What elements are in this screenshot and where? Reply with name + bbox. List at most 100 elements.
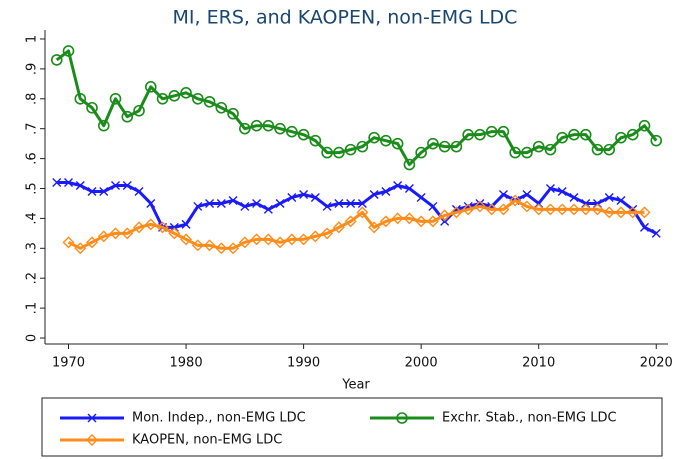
- data-point: [509, 194, 522, 207]
- data-point: [332, 221, 345, 234]
- data-point: [86, 101, 98, 114]
- legend-label: Mon. Indep., non-EMG LDC: [132, 411, 306, 426]
- data-point: [485, 125, 498, 138]
- y-tick-label: .7: [25, 122, 40, 134]
- data-point: [604, 192, 614, 202]
- data-point: [545, 184, 555, 193]
- legend-label: Exchr. Stab., non-EMG LDC: [442, 411, 617, 426]
- y-tick-label: .2: [25, 272, 40, 284]
- data-point: [203, 95, 216, 108]
- data-point: [391, 137, 404, 150]
- data-point: [615, 131, 627, 144]
- data-point: [64, 178, 74, 188]
- data-point: [497, 125, 510, 138]
- series-line: [55, 49, 658, 167]
- data-point: [426, 215, 439, 228]
- data-point: [86, 236, 99, 249]
- data-point: [344, 215, 357, 228]
- data-point: [297, 128, 310, 141]
- data-point: [274, 122, 286, 135]
- legend-box: [41, 397, 663, 457]
- data-point: [380, 134, 392, 147]
- data-point: [591, 143, 604, 156]
- data-point: [393, 181, 403, 190]
- x-tick-label: 2000: [405, 356, 438, 371]
- data-point: [203, 239, 216, 252]
- data-point: [379, 215, 392, 228]
- data-point: [144, 218, 157, 231]
- data-point: [262, 119, 275, 132]
- data-point: [651, 228, 661, 238]
- data-point: [309, 134, 322, 147]
- data-point: [567, 203, 580, 216]
- data-point: [87, 186, 97, 196]
- data-point: [638, 119, 651, 132]
- data-point: [616, 195, 626, 205]
- y-tick-label: 0: [25, 334, 40, 342]
- y-tick-label: .4: [25, 212, 40, 224]
- data-point: [579, 128, 592, 141]
- data-point: [603, 206, 616, 219]
- data-point: [309, 230, 322, 243]
- data-point: [415, 215, 428, 228]
- data-point: [403, 158, 416, 171]
- data-point: [275, 198, 285, 208]
- data-point: [638, 206, 651, 219]
- data-point: [146, 198, 156, 208]
- data-point: [344, 143, 357, 156]
- data-point: [415, 146, 427, 159]
- x-tick-label: 1990: [287, 356, 320, 371]
- data-point: [215, 101, 228, 114]
- data-point: [109, 227, 122, 240]
- data-point: [391, 212, 404, 225]
- data-point: [97, 230, 110, 243]
- data-point: [368, 131, 380, 144]
- data-point: [346, 198, 356, 208]
- data-point: [650, 134, 663, 147]
- legend-label: KAOPEN, non-EMG LDC: [132, 433, 282, 448]
- legend-marker: [86, 434, 98, 446]
- data-point: [252, 198, 262, 208]
- data-point: [557, 186, 567, 196]
- data-point: [286, 125, 298, 138]
- data-point: [287, 192, 297, 202]
- series-line: [67, 198, 645, 250]
- data-point: [381, 186, 391, 196]
- data-point: [97, 119, 110, 132]
- data-point: [238, 236, 251, 249]
- data-point: [250, 119, 263, 132]
- data-point: [121, 110, 134, 123]
- y-tick-label: .1: [25, 302, 40, 314]
- data-point: [333, 146, 345, 159]
- data-point: [369, 189, 379, 199]
- data-point: [227, 242, 240, 255]
- data-point: [438, 140, 451, 153]
- data-point: [357, 198, 367, 208]
- data-point: [144, 81, 157, 93]
- data-point: [193, 201, 203, 211]
- data-point: [509, 146, 521, 159]
- data-point: [438, 209, 451, 222]
- data-point: [544, 203, 557, 216]
- data-point: [356, 140, 369, 153]
- data-point: [544, 143, 557, 156]
- data-point: [156, 92, 169, 105]
- data-point: [109, 92, 122, 105]
- data-point: [626, 128, 639, 141]
- data-point: [556, 131, 569, 144]
- x-tick-label: 2020: [640, 356, 673, 371]
- data-point: [156, 221, 169, 234]
- data-point: [497, 203, 510, 216]
- data-point: [297, 233, 310, 246]
- data-point: [133, 221, 146, 234]
- data-point: [52, 178, 62, 188]
- data-point: [274, 236, 287, 249]
- data-point: [474, 128, 486, 141]
- data-point: [62, 45, 75, 57]
- data-point: [75, 181, 85, 190]
- data-point: [568, 128, 580, 141]
- data-point: [180, 233, 193, 246]
- data-point: [121, 227, 134, 240]
- data-point: [556, 203, 569, 216]
